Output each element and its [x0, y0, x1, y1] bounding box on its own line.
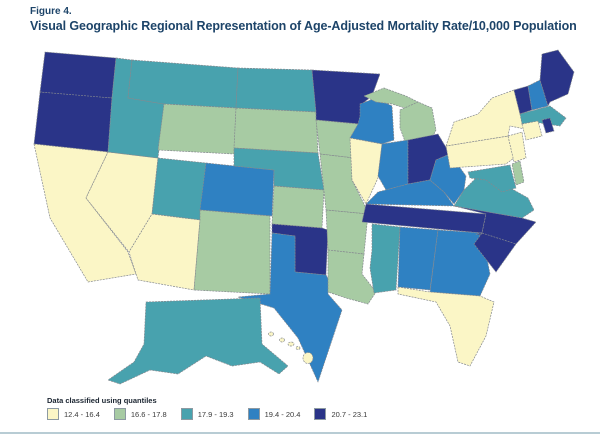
hawaii-inset [268, 331, 314, 364]
bottom-divider [0, 432, 600, 434]
figure-title: Visual Geographic Regional Representatio… [30, 19, 577, 33]
legend-label: 19.4 - 20.4 [264, 409, 301, 419]
state-ND [235, 67, 317, 113]
legend-swatch-q4 [247, 408, 260, 420]
legend-swatch-q5 [314, 408, 327, 420]
state-FL [397, 286, 495, 367]
state-NJ [507, 131, 527, 163]
legend-swatch-q3 [180, 408, 193, 420]
legend-caption: Data classified using quantiles [47, 396, 157, 405]
state-LA [327, 249, 377, 305]
state-VA [453, 171, 535, 219]
lower-48-states [33, 49, 575, 383]
legend-item: 12.4 - 16.4 [47, 408, 100, 420]
state-AL [397, 226, 439, 291]
state-KS [271, 185, 325, 229]
state-RI [541, 117, 555, 134]
legend-item: 16.6 - 17.8 [113, 408, 167, 420]
legend-swatch-q2 [113, 408, 126, 420]
state-MT [127, 59, 239, 109]
state-NM [193, 209, 271, 295]
state-IN [377, 139, 409, 191]
state-IL [349, 137, 383, 205]
state-OR [33, 91, 113, 153]
state-MD [467, 164, 517, 193]
alaska-inset [107, 297, 289, 385]
state-AZ [128, 213, 201, 291]
legend-label: 17.9 - 19.3 [197, 409, 234, 419]
state-IA [315, 119, 361, 159]
legend-item: 20.7 - 23.1 [314, 408, 367, 420]
state-UT [151, 157, 207, 221]
legend-label: 12.4 - 16.4 [64, 409, 100, 419]
state-MS [369, 223, 401, 294]
map-legend: Data classified using quantiles 12.4 - 1… [47, 396, 367, 420]
state-WA [39, 51, 117, 99]
state-ME [539, 49, 575, 107]
us-choropleth-map [28, 46, 586, 398]
state-DE [511, 160, 525, 186]
legend-item: 17.9 - 19.3 [180, 408, 234, 420]
legend-label: 16.6 - 17.8 [130, 409, 167, 419]
state-CO [199, 162, 275, 217]
state-VT [513, 85, 533, 115]
state-CT [521, 120, 543, 141]
legend-item: 19.4 - 20.4 [247, 408, 301, 420]
state-WY [157, 103, 237, 155]
legend-label: 20.7 - 23.1 [331, 409, 368, 419]
legend-swatch-q1 [47, 408, 59, 420]
state-GA [429, 229, 491, 297]
state-NV [85, 151, 159, 253]
state-AR [325, 209, 369, 255]
state-AK [107, 297, 289, 385]
figure-label: Figure 4. [30, 6, 72, 17]
state-SC [473, 232, 517, 273]
state-SD [233, 107, 319, 154]
legend-row: 12.4 - 16.4 16.6 - 17.8 17.9 - 19.3 19.4… [47, 408, 367, 420]
